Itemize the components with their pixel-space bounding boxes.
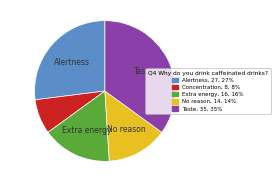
Wedge shape (105, 21, 175, 132)
Wedge shape (35, 91, 105, 132)
Text: Alertness: Alertness (54, 58, 90, 67)
Wedge shape (34, 21, 105, 100)
Text: Taste: Taste (134, 67, 154, 76)
Legend: Alertness, 27, 27%, Concentration, 8, 8%, Extra energy, 16, 16%, No reason, 14, : Alertness, 27, 27%, Concentration, 8, 8%… (145, 68, 271, 114)
Text: Extra energy: Extra energy (62, 126, 111, 135)
Text: No reason: No reason (107, 125, 145, 134)
Wedge shape (48, 91, 109, 161)
Wedge shape (105, 91, 162, 161)
